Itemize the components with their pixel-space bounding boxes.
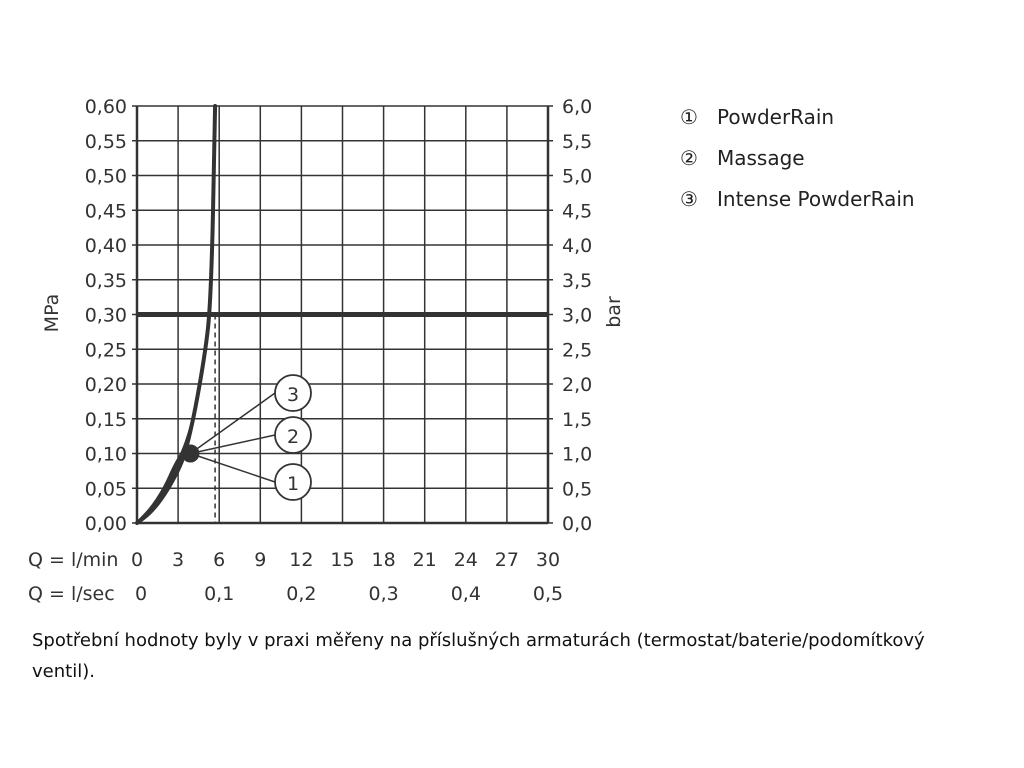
tick-labels: 0,000,050,100,150,200,250,300,350,400,45… [85,96,593,605]
legend-label-1: PowderRain [717,105,834,129]
y-right-tick-label: 0,5 [562,478,592,500]
x-primary-tick-label: 3 [172,549,184,571]
y-left-tick-label: 0,35 [85,270,127,292]
x-primary-tick-label: 15 [330,549,354,571]
y-left-tick-label: 0,15 [85,409,127,431]
curve-series-3 [135,104,217,525]
x-primary-tick-label: 18 [372,549,396,571]
y-right-tick-label: 2,5 [562,339,592,361]
x-primary-tick-label: 12 [289,549,313,571]
y-right-tick-label: 4,0 [562,235,592,257]
x-secondary-tick-label: 0 [135,583,147,605]
legend-label-2: Massage [717,146,805,170]
x-primary-tick-label: 6 [213,549,225,571]
x-primary-tick-label: 9 [254,549,266,571]
legend-marker-2: ② [680,146,698,170]
curves [135,104,218,525]
legend-marker-3: ③ [680,187,698,211]
y-left-tick-label: 0,00 [85,513,127,535]
callout-circle-1 [274,463,312,501]
x-primary-axis-label: Q = l/min [28,549,118,571]
x-primary-tick-label: 0 [131,549,143,571]
callout-leader-2 [190,434,276,455]
x-secondary-tick-label: 0,1 [204,583,234,605]
callout-number-1: 1 [287,473,299,495]
x-secondary-tick-label: 0,3 [368,583,398,605]
callout-leader-1 [190,452,276,483]
x-primary-tick-label: 30 [536,549,560,571]
y-right-tick-label: 5,5 [562,131,592,153]
y-right-tick-label: 3,0 [562,305,592,327]
y-left-tick-label: 0,55 [85,131,127,153]
y-left-tick-label: 0,60 [85,96,127,118]
y-right-tick-label: 5,0 [562,166,592,188]
y-left-tick-label: 0,50 [85,166,127,188]
y-right-tick-label: 2,0 [562,374,592,396]
y-right-tick-label: 6,0 [562,96,592,118]
y-right-axis-label: bar [603,296,625,328]
x-primary-tick-label: 27 [495,549,519,571]
y-left-tick-label: 0,40 [85,235,127,257]
callout-leader-3 [189,392,276,455]
y-left-tick-label: 0,10 [85,444,127,466]
x-secondary-tick-label: 0,2 [286,583,316,605]
callout-circle-3 [274,374,312,412]
y-right-tick-label: 1,5 [562,409,592,431]
y-left-tick-label: 0,30 [85,305,127,327]
pressure-flow-chart: 123 0,000,050,100,150,200,250,300,350,40… [28,96,915,605]
y-left-tick-label: 0,20 [85,374,127,396]
y-right-tick-label: 4,5 [562,200,592,222]
x-secondary-tick-label: 0,5 [533,583,563,605]
callout-circle-2 [274,416,312,454]
callout-number-3: 3 [287,384,299,406]
x-secondary-axis-label: Q = l/sec [28,583,115,605]
y-left-tick-label: 0,05 [85,478,127,500]
y-right-tick-label: 1,0 [562,444,592,466]
x-primary-tick-label: 24 [454,549,478,571]
reference-lines [137,312,548,523]
y-left-tick-label: 0,25 [85,339,127,361]
callouts: 1 2 3 [181,374,312,501]
legend: ① PowderRain ② Massage ③ Intense PowderRain [680,105,915,211]
footnote: Spotřební hodnoty byly v praxi měřeny na… [32,630,925,682]
legend-label-3: Intense PowderRain [717,187,915,211]
x-secondary-tick-label: 0,4 [451,583,481,605]
y-right-tick-label: 0,0 [562,513,592,535]
legend-marker-1: ① [680,105,698,129]
y-left-tick-label: 0,45 [85,200,127,222]
y-right-tick-label: 3,5 [562,270,592,292]
callout-number-2: 2 [287,426,299,448]
x-primary-tick-label: 21 [413,549,437,571]
y-left-axis-label: MPa [41,294,63,333]
